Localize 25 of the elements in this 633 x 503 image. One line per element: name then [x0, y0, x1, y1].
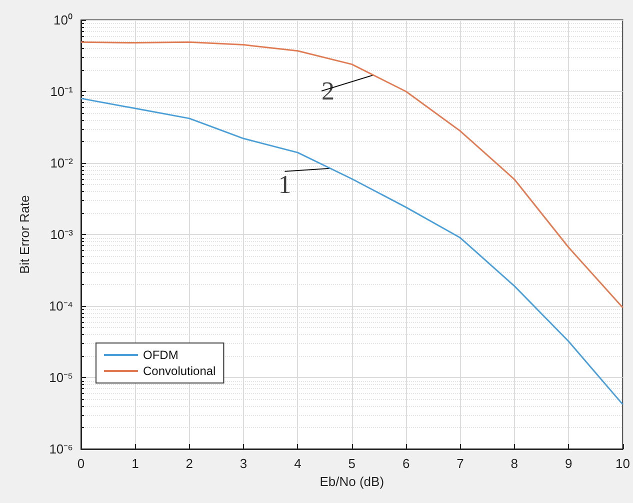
- x-tick-label: 3: [240, 456, 248, 471]
- x-tick-label: 2: [186, 456, 193, 471]
- y-tick-label: 10⁻⁴: [48, 298, 73, 314]
- x-axis-title: Eb/No (dB): [320, 474, 384, 489]
- x-tick-label: 1: [132, 456, 139, 471]
- x-tick-label: 4: [294, 456, 302, 471]
- x-tick-label: 7: [456, 456, 464, 471]
- x-tick-label: 6: [402, 456, 410, 471]
- y-axis-title: Bit Error Rate: [17, 195, 32, 274]
- x-tick-label: 8: [510, 456, 518, 471]
- x-tick-label: 10: [616, 456, 630, 471]
- y-tick-label: 10⁰: [54, 12, 73, 28]
- annotation: 1: [278, 170, 292, 199]
- line-series: [80, 98, 624, 406]
- line-series: [80, 41, 624, 308]
- legend-label: OFDM: [143, 348, 178, 362]
- y-tick-label: 10⁻²: [50, 156, 74, 170]
- y-tick-label: 10⁻⁵: [49, 370, 73, 385]
- y-tick-label: 10⁻³: [50, 227, 74, 242]
- x-tick-label: 9: [564, 456, 572, 471]
- x-tick-label: 0: [77, 456, 85, 471]
- y-tick-label: 10⁻⁶: [49, 442, 73, 456]
- legend-label: Convolutional: [143, 364, 216, 378]
- y-tick-label: 10⁻¹: [50, 84, 74, 99]
- x-tick-label: 5: [348, 456, 356, 471]
